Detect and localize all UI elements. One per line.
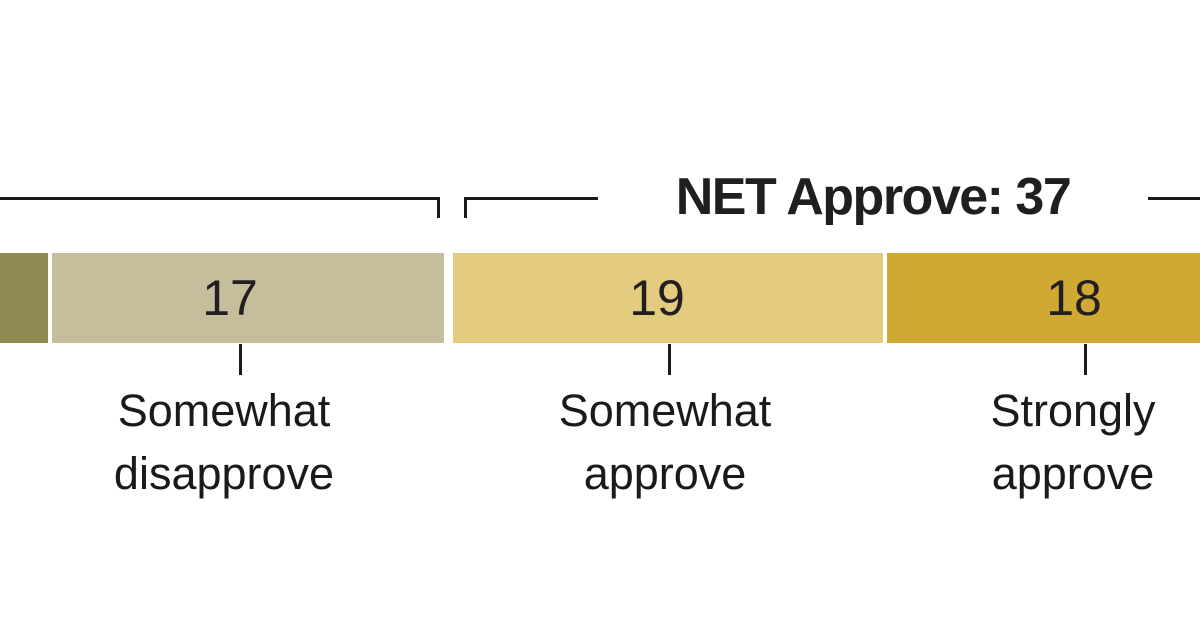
bar-segment-somewhat-approve bbox=[453, 253, 883, 343]
value-somewhat-disapprove: 17 bbox=[202, 270, 258, 326]
label-somewhat-disapprove: Somewhat disapprove bbox=[0, 379, 474, 505]
leader-tick-somewhat-approve bbox=[668, 344, 671, 375]
value-strongly-approve: 18 bbox=[1046, 270, 1102, 326]
bar-segment-strongly-approve bbox=[887, 253, 1200, 343]
net-disapprove-bracket-line bbox=[0, 197, 440, 200]
net-approve-bracket-start-tick bbox=[464, 197, 467, 218]
bar-segment-somewhat-disapprove bbox=[52, 253, 444, 343]
label-somewhat-approve: Somewhat approve bbox=[415, 379, 915, 505]
label-strongly-approve: Strongly approve bbox=[823, 379, 1200, 505]
label-line: Strongly bbox=[990, 385, 1156, 436]
label-line: Somewhat bbox=[558, 385, 772, 436]
label-line: approve bbox=[991, 448, 1155, 499]
net-approve-bracket-line-left bbox=[464, 197, 598, 200]
net-approve-bracket-line-right bbox=[1148, 197, 1200, 200]
value-somewhat-approve: 19 bbox=[629, 270, 685, 326]
label-line: disapprove bbox=[113, 448, 335, 499]
net-approve-label: NET Approve: 37 bbox=[675, 168, 1072, 226]
leader-tick-somewhat-disapprove bbox=[239, 344, 242, 375]
bar-segment-cropped-left bbox=[0, 253, 48, 343]
net-disapprove-bracket-end-tick bbox=[437, 197, 440, 218]
leader-tick-strongly-approve bbox=[1084, 344, 1087, 375]
label-line: Somewhat bbox=[117, 385, 331, 436]
label-line: approve bbox=[583, 448, 747, 499]
